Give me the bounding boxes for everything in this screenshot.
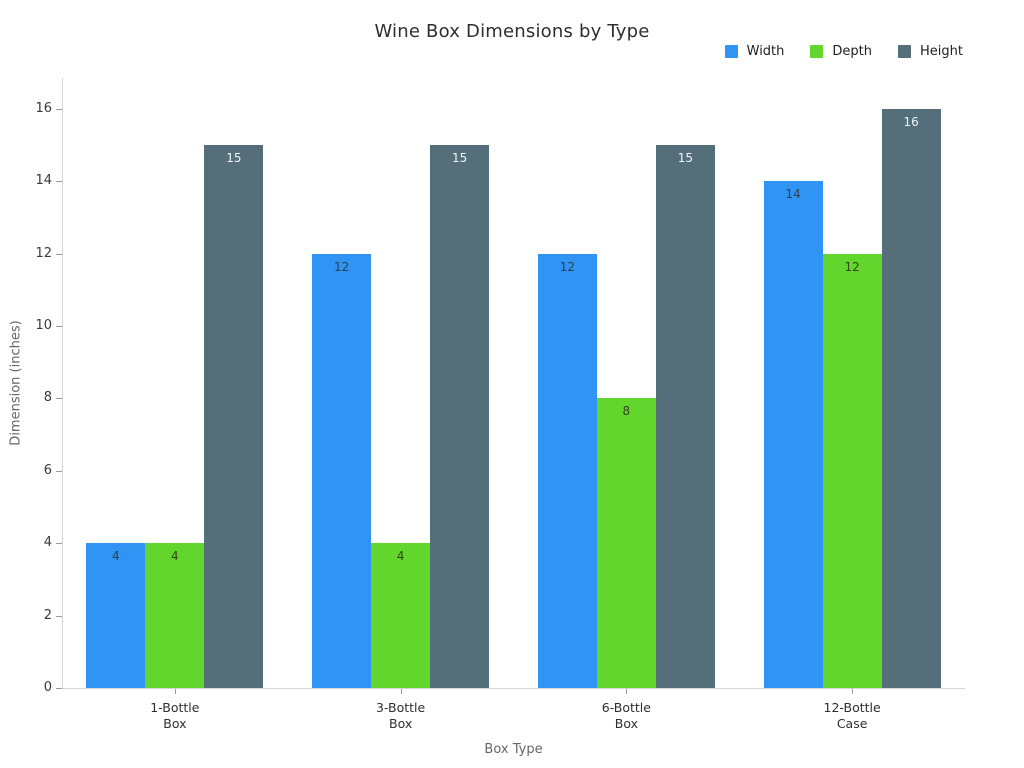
y-tick-mark [56, 253, 62, 255]
y-tick-mark [56, 688, 62, 689]
y-tick-label: 14 [35, 173, 52, 189]
bar-width [312, 253, 372, 688]
y-axis-label: Dimension (inches) [8, 320, 24, 446]
bar-value-label: 15 [677, 151, 694, 165]
y-tick-mark [56, 543, 62, 545]
y-tick-mark [56, 470, 62, 472]
x-tick-mark [852, 689, 854, 694]
bar-value-label: 12 [333, 259, 350, 274]
legend-label: Height [920, 44, 963, 59]
legend-item-height: Height [898, 44, 963, 59]
bar-width [537, 253, 597, 688]
legend-label: Width [746, 44, 785, 59]
y-axis-line [62, 78, 63, 689]
y-tick-label: 2 [43, 607, 52, 623]
y-tick-label: 8 [43, 390, 52, 406]
x-axis-line [62, 688, 965, 689]
legend-label: Depth [832, 44, 873, 59]
y-tick-label: 16 [35, 100, 52, 116]
legend-swatch-depth [810, 45, 824, 58]
chart-title: Wine Box Dimensions by Type [374, 21, 650, 42]
bar-height [204, 145, 264, 688]
bar-height [881, 108, 941, 688]
y-tick-label: 6 [43, 462, 52, 478]
bar-depth [822, 253, 882, 688]
bar-height [655, 145, 715, 688]
y-tick-mark [56, 398, 62, 400]
y-tick-label: 12 [35, 245, 52, 261]
bar-value-label: 16 [903, 114, 919, 129]
y-tick-mark [56, 108, 62, 110]
x-tick-mark [400, 689, 402, 694]
x-tick-mark [626, 689, 628, 694]
x-tick-mark [174, 689, 176, 694]
legend-item-depth: Depth [810, 44, 872, 59]
bar-depth [145, 543, 205, 688]
x-tick-label: 3-Bottle Box [376, 700, 426, 731]
bar-depth [371, 543, 431, 688]
x-tick-label: 6-Bottle Box [601, 700, 651, 731]
y-tick-label: 4 [43, 535, 52, 551]
x-tick-label: 12-Bottle Case [823, 700, 881, 731]
y-tick-label: 0 [43, 680, 52, 695]
y-tick-mark [56, 326, 62, 327]
bar-value-label: 4 [112, 549, 120, 564]
bar-value-label: 15 [451, 151, 468, 165]
bar-value-label: 12 [559, 259, 576, 274]
bar-value-label: 12 [844, 259, 860, 274]
bar-value-label: 4 [171, 549, 179, 564]
bar-value-label: 4 [396, 549, 405, 564]
bar-depth [596, 398, 656, 688]
y-tick-label: 10 [35, 318, 52, 333]
legend-swatch-width [724, 45, 738, 58]
legend-item-width: Width [724, 44, 785, 59]
bar-width [763, 181, 823, 688]
y-tick-mark [56, 615, 62, 617]
bar-value-label: 14 [785, 187, 801, 202]
y-tick-mark [56, 181, 62, 183]
x-axis-label: Box Type [484, 742, 543, 757]
bar-value-label: 8 [622, 404, 631, 419]
legend-swatch-height [898, 45, 912, 58]
x-tick-label: 1-Bottle Box [150, 700, 200, 731]
bar-value-label: 15 [226, 151, 242, 165]
bar-width [86, 543, 146, 688]
bar-height [430, 145, 490, 688]
legend: Width Depth Height [724, 44, 963, 59]
